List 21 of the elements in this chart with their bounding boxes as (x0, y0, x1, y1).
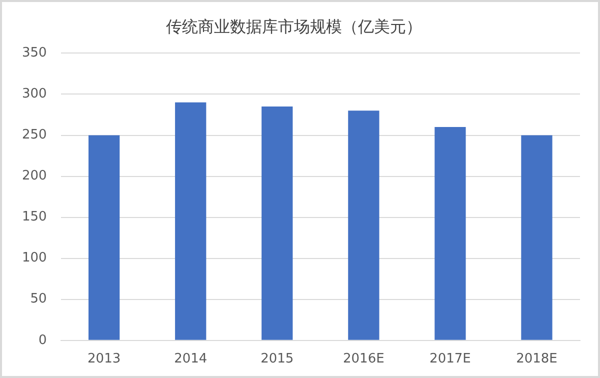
bar (348, 110, 380, 340)
bar (434, 127, 466, 340)
chart-title: 传统商业数据库市场规模（亿美元） (166, 16, 422, 36)
x-tick-label: 2017E (430, 352, 471, 367)
bar (175, 102, 206, 340)
bar (521, 135, 552, 340)
y-tick-label: 250 (22, 128, 47, 143)
x-tick-label: 2014 (174, 352, 208, 367)
x-tick-label: 2013 (88, 352, 121, 367)
y-tick-label: 350 (22, 46, 47, 61)
y-tick-label: 0 (38, 332, 47, 348)
y-tick-label: 150 (22, 210, 47, 225)
y-tick-label: 100 (22, 250, 47, 266)
x-tick-label: 2016E (343, 352, 384, 367)
x-tick-label: 2018E (516, 352, 558, 367)
y-tick-label: 200 (22, 168, 47, 184)
bar (88, 135, 120, 340)
y-tick-label: 300 (22, 86, 47, 102)
y-tick-label: 50 (30, 292, 47, 307)
bar (262, 106, 293, 340)
x-tick-label: 2015 (260, 352, 294, 367)
